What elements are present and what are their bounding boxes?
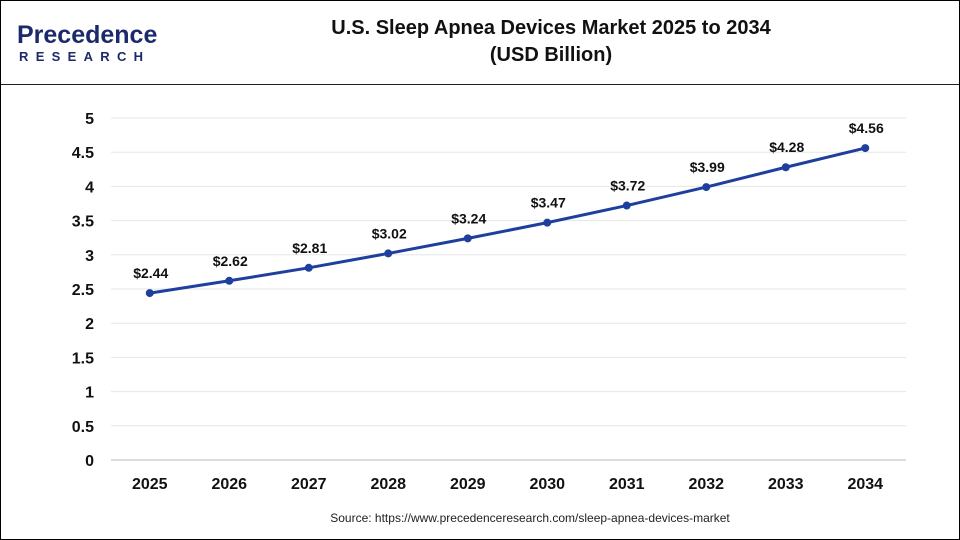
x-tick-label: 2025 <box>132 476 168 493</box>
data-label: $2.62 <box>213 253 248 269</box>
y-tick-label: 2.5 <box>72 282 94 299</box>
data-point <box>463 234 472 243</box>
data-label: $4.28 <box>769 139 804 155</box>
x-tick-label: 2027 <box>291 476 327 493</box>
logo-line1: Precedence <box>17 21 158 49</box>
data-point <box>384 249 393 258</box>
logo-line2: RESEARCH <box>19 49 151 64</box>
y-tick-label: 4.5 <box>72 145 94 162</box>
y-tick-label: 1.5 <box>72 350 94 367</box>
data-point <box>702 183 711 192</box>
x-tick-label: 2029 <box>450 476 486 493</box>
y-tick-label: 0.5 <box>72 419 94 436</box>
x-tick-label: 2028 <box>370 476 406 493</box>
data-point <box>304 263 313 272</box>
title-text: U.S. Sleep Apnea Devices Market 2025 to … <box>331 17 771 39</box>
data-point <box>543 218 552 227</box>
data-label: $2.81 <box>292 240 327 256</box>
x-tick-label: 2030 <box>529 476 565 493</box>
y-tick-label: 1 <box>85 385 94 402</box>
x-tick-label: 2031 <box>609 476 645 493</box>
data-label: $2.44 <box>133 265 168 281</box>
data-label: $3.24 <box>451 210 486 226</box>
data-point <box>225 276 234 285</box>
series-line <box>149 146 866 295</box>
data-label: $3.72 <box>610 178 645 194</box>
y-tick-label: 3.5 <box>72 214 94 231</box>
data-label: $3.99 <box>690 159 725 175</box>
data-point <box>622 201 631 210</box>
y-tick-label: 0 <box>85 453 94 470</box>
header: Precedence RESEARCH U.S. Sleep Apnea Dev… <box>1 1 959 85</box>
data-label: $3.47 <box>531 195 566 211</box>
x-tick-label: 2032 <box>688 476 724 493</box>
x-tick-label: 2034 <box>847 476 883 493</box>
subtitle-text: (USD Billion) <box>489 44 613 66</box>
y-tick-label: 4 <box>85 179 94 196</box>
chart-title: U.S. Sleep Apnea Devices Market 2025 to … <box>251 15 851 69</box>
logo: Precedence RESEARCH <box>17 21 167 65</box>
data-point <box>145 289 154 298</box>
y-tick-label: 2 <box>85 316 94 333</box>
x-tick-label: 2033 <box>768 476 804 493</box>
data-point <box>781 163 790 172</box>
source-text: Source: https://www.precedenceresearch.c… <box>330 511 730 525</box>
y-tick-label: 3 <box>85 248 94 265</box>
y-tick-label: 5 <box>85 111 94 128</box>
data-point <box>861 144 870 153</box>
x-tick-label: 2026 <box>211 476 247 493</box>
data-label: $4.56 <box>849 120 884 136</box>
data-label: $3.02 <box>372 225 407 241</box>
